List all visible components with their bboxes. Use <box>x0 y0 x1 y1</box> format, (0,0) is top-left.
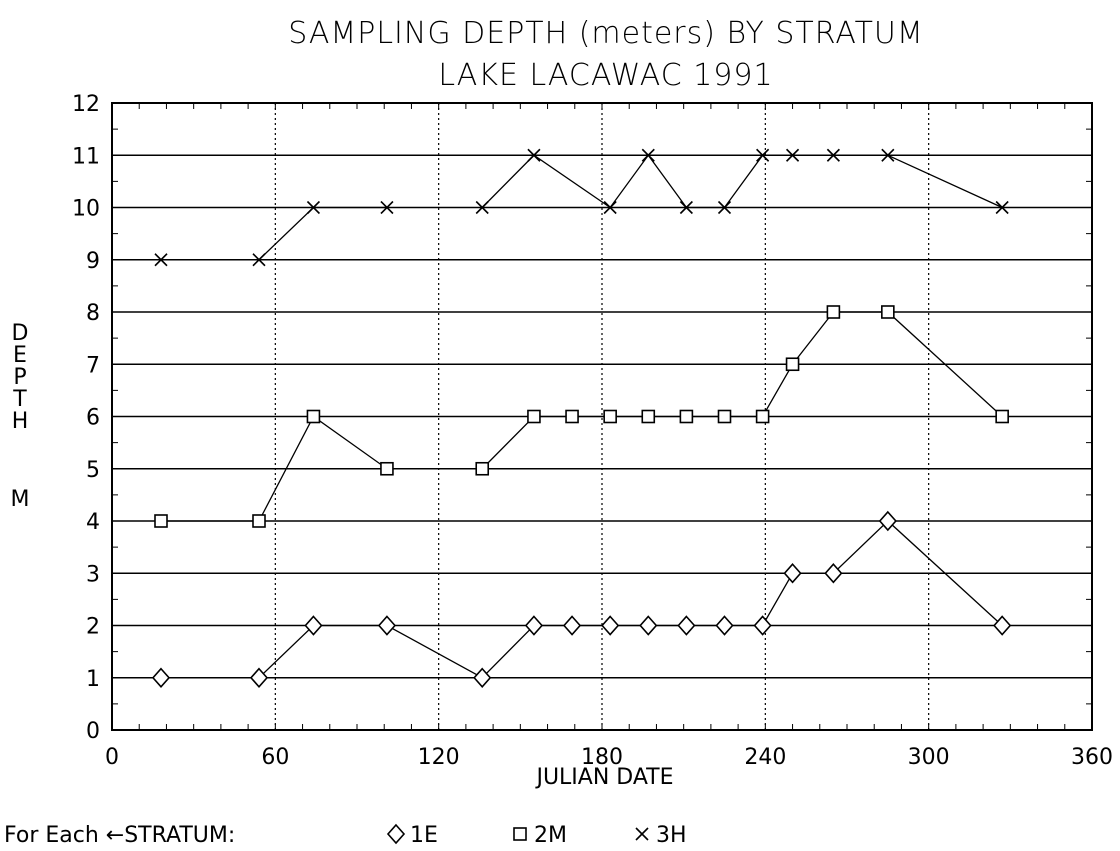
chart-subtitle: LAKE LACAWAC 1991 <box>438 58 773 93</box>
data-point-2M <box>785 357 800 372</box>
y-tick-label: 10 <box>72 197 100 222</box>
data-point-3H <box>527 148 541 162</box>
series-line-2M <box>161 415 388 522</box>
data-point-3H <box>380 200 394 215</box>
legend-marker-1E <box>386 823 406 845</box>
series-1E <box>151 510 1012 688</box>
x-tick-label: 60 <box>261 745 289 770</box>
y-tick-label: 2 <box>86 615 100 640</box>
x-tick-label: 180 <box>581 745 623 770</box>
data-point-1E <box>878 510 897 532</box>
y-tick-label: 12 <box>72 92 100 117</box>
data-point-3H <box>717 200 732 215</box>
data-point-2M <box>380 461 394 476</box>
y-tick-label: 5 <box>86 458 100 483</box>
legend-label-2M: 2M <box>534 823 567 848</box>
legend-label-3H: 3H <box>656 823 687 848</box>
data-point-2M <box>679 409 694 424</box>
series-3H <box>154 148 1009 267</box>
data-point-1E <box>524 615 544 636</box>
series-line-3H <box>481 154 1003 209</box>
data-point-2M <box>475 461 490 476</box>
data-point-1E <box>151 667 171 688</box>
series-2M <box>154 305 1009 528</box>
chart-title: SAMPLING DEPTH (meters) BY STRATUM <box>288 16 923 51</box>
legend: For Each ←STRATUM: 1E 2M 3H <box>4 823 687 848</box>
data-point-1E <box>601 615 620 636</box>
legend-label-1E: 1E <box>410 823 438 848</box>
data-point-2M <box>154 514 168 528</box>
data-point-3H <box>881 148 895 162</box>
data-point-1E <box>677 615 696 636</box>
data-point-2M <box>755 409 770 424</box>
y-tick-label: 11 <box>72 144 100 169</box>
y-tick-label: 4 <box>86 510 100 535</box>
data-point-3H <box>826 148 840 162</box>
x-tick-label: 360 <box>1071 745 1113 770</box>
data-point-2M <box>603 409 617 424</box>
data-point-1E <box>639 615 658 636</box>
series <box>151 148 1012 688</box>
series-line-3H <box>161 206 387 261</box>
x-tick-label: 0 <box>105 745 119 770</box>
data-point-3H <box>154 253 168 267</box>
data-point-3H <box>641 148 655 162</box>
data-point-3H <box>679 200 693 215</box>
data-point-3H <box>252 253 266 267</box>
legend-marker-3H <box>635 827 649 841</box>
data-point-1E <box>249 667 269 688</box>
data-point-3H <box>756 148 770 162</box>
data-point-3H <box>603 200 617 215</box>
data-point-2M <box>881 305 895 319</box>
data-point-2M <box>826 305 841 319</box>
data-point-1E <box>824 563 843 584</box>
data-point-1E <box>753 615 772 636</box>
data-point-3H <box>475 200 489 215</box>
y-tick-label: 3 <box>86 562 100 587</box>
data-point-1E <box>377 615 397 636</box>
data-point-1E <box>993 615 1012 636</box>
legend-marker-2M <box>513 827 527 841</box>
data-point-2M <box>641 409 656 424</box>
x-tick-label: 300 <box>908 745 950 770</box>
y-tick-label: 6 <box>86 406 100 431</box>
y-tick-label: 1 <box>86 667 100 692</box>
data-point-1E <box>473 667 492 688</box>
data-point-1E <box>783 563 802 584</box>
series-line-2M <box>481 311 1003 470</box>
data-point-2M <box>306 409 321 424</box>
data-point-1E <box>304 615 323 636</box>
y-tick-label: 8 <box>86 301 100 326</box>
x-tick-label: 240 <box>744 745 786 770</box>
y-tick-label: 7 <box>86 353 100 378</box>
y-tick-label: 9 <box>86 249 100 274</box>
data-point-2M <box>717 409 732 424</box>
data-point-1E <box>715 615 734 636</box>
data-point-1E <box>562 615 582 636</box>
data-point-2M <box>252 514 266 528</box>
data-point-3H <box>995 200 1009 215</box>
data-point-3H <box>785 148 800 162</box>
x-axis-title: JULIAN DATE <box>534 765 673 790</box>
legend-prefix: For Each ←STRATUM: <box>4 823 235 848</box>
data-point-2M <box>995 409 1009 424</box>
data-point-2M <box>565 409 579 424</box>
data-point-2M <box>527 409 541 424</box>
series-line-1E <box>161 520 1003 679</box>
data-point-3H <box>306 200 321 215</box>
x-tick-label: 120 <box>418 745 460 770</box>
y-tick-label: 0 <box>86 719 100 744</box>
